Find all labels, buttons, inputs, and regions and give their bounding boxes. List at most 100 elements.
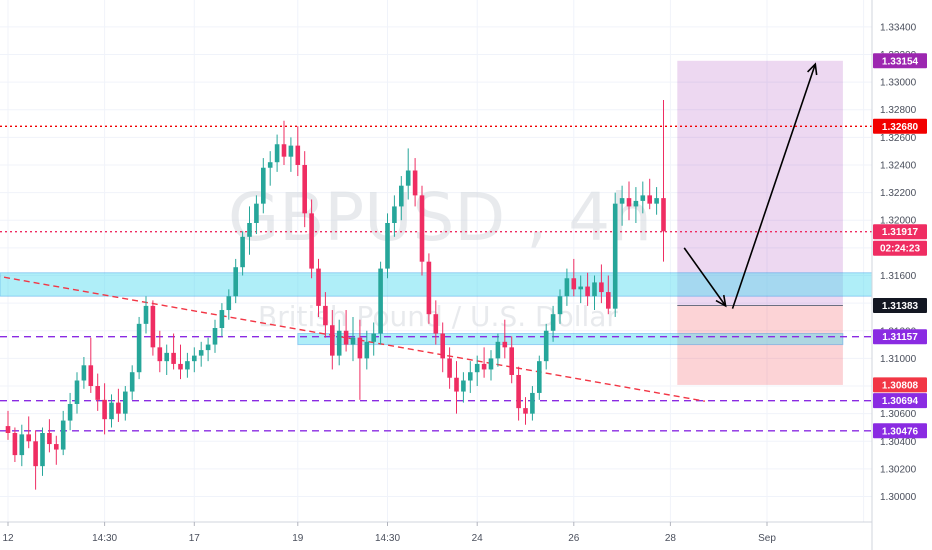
candle — [143, 296, 149, 334]
candle-body — [109, 402, 114, 420]
candle-body — [26, 434, 31, 442]
candle-body — [95, 386, 100, 400]
candle — [19, 424, 25, 467]
candle — [136, 316, 142, 380]
candle — [336, 319, 342, 366]
y-tick-label: 1.30400 — [880, 437, 917, 448]
candle-body — [592, 282, 597, 297]
candle-body — [102, 399, 107, 420]
candle-body — [288, 145, 294, 157]
candle — [633, 187, 639, 223]
level-badge-5: 1.30476 — [882, 426, 919, 437]
candle-body — [247, 223, 252, 237]
candle — [12, 427, 18, 463]
candle — [40, 427, 45, 476]
candle-body — [157, 347, 163, 362]
candle — [543, 323, 549, 370]
y-tick-label: 1.30000 — [880, 492, 917, 503]
candle-body — [150, 305, 156, 348]
candle — [164, 344, 169, 375]
level-badge-2-bg — [873, 224, 927, 240]
candle-body — [219, 310, 225, 328]
candle-body — [426, 261, 432, 315]
candle-body — [571, 278, 577, 290]
candle-body — [357, 337, 363, 359]
candle — [523, 397, 528, 425]
level-badge-4-bg — [873, 393, 927, 409]
level-badge-1: 1.32680 — [882, 122, 919, 133]
candle — [88, 337, 94, 393]
candle-body — [185, 361, 190, 370]
candle-body — [661, 198, 666, 232]
candle-body — [5, 426, 11, 433]
candle-body — [143, 305, 149, 324]
position-target-zone — [677, 60, 843, 306]
candle-body — [578, 286, 583, 290]
watermark-subtitle: British Pound / U.S. Dollar — [258, 300, 618, 333]
candle-body — [164, 352, 169, 362]
entry-badge: 1.31383 — [882, 301, 919, 312]
candle — [47, 419, 52, 453]
candle — [95, 373, 100, 411]
candle-body — [33, 441, 38, 467]
candle-body — [371, 333, 376, 342]
x-tick-label: 12 — [2, 533, 14, 544]
candle — [54, 435, 59, 465]
candle-body — [261, 167, 266, 204]
x-tick-label: 14:30 — [375, 533, 400, 544]
candle-body — [171, 352, 176, 364]
y-tick-label: 1.32800 — [880, 105, 917, 116]
candle — [606, 275, 611, 315]
candle-body — [274, 144, 280, 163]
candle — [254, 195, 259, 235]
candle — [468, 361, 473, 393]
candle-body — [502, 341, 508, 348]
candle-body — [192, 355, 197, 362]
target-badge: 1.33154 — [882, 56, 919, 67]
candle-body — [12, 433, 18, 456]
candle-body — [198, 350, 204, 356]
candle-body — [647, 195, 652, 204]
x-tick-label: 14:30 — [92, 533, 117, 544]
candle — [495, 333, 501, 367]
candle — [599, 264, 604, 304]
candle-body — [385, 223, 390, 269]
candle — [585, 272, 590, 306]
zone-2 — [297, 333, 844, 346]
candle — [454, 361, 459, 414]
candle-body — [405, 170, 411, 186]
candle — [509, 336, 514, 384]
candle — [26, 416, 31, 449]
level-badge-2: 1.31917 — [882, 227, 919, 238]
candle-body — [74, 380, 80, 404]
candle — [123, 386, 128, 421]
candle-body — [267, 162, 273, 168]
candle — [461, 372, 466, 403]
candle-body — [81, 365, 87, 381]
candle — [247, 206, 252, 255]
candle — [192, 347, 197, 373]
candle — [185, 352, 190, 378]
candle-body — [336, 330, 342, 356]
candle — [385, 213, 390, 279]
candle — [102, 383, 107, 435]
candle — [109, 394, 114, 428]
candle — [612, 192, 618, 317]
candle-body — [54, 444, 59, 450]
candle-body — [606, 292, 611, 309]
candle-body — [330, 325, 335, 356]
candle — [281, 120, 287, 165]
candle — [447, 347, 452, 389]
position-stop-zone — [677, 305, 843, 385]
zone-1 — [0, 272, 872, 297]
y-tick-label: 1.33400 — [880, 22, 917, 33]
y-tick-label: 1.32200 — [880, 188, 917, 199]
candle — [323, 292, 328, 338]
candle-body — [626, 198, 632, 207]
candle — [267, 151, 273, 186]
candle-body — [454, 377, 459, 392]
y-tick-label: 1.32000 — [880, 216, 917, 227]
arrow-head — [807, 62, 818, 76]
plot-area: GBPUSD , 4h British Pound / U.S. Dollar — [0, 0, 872, 522]
